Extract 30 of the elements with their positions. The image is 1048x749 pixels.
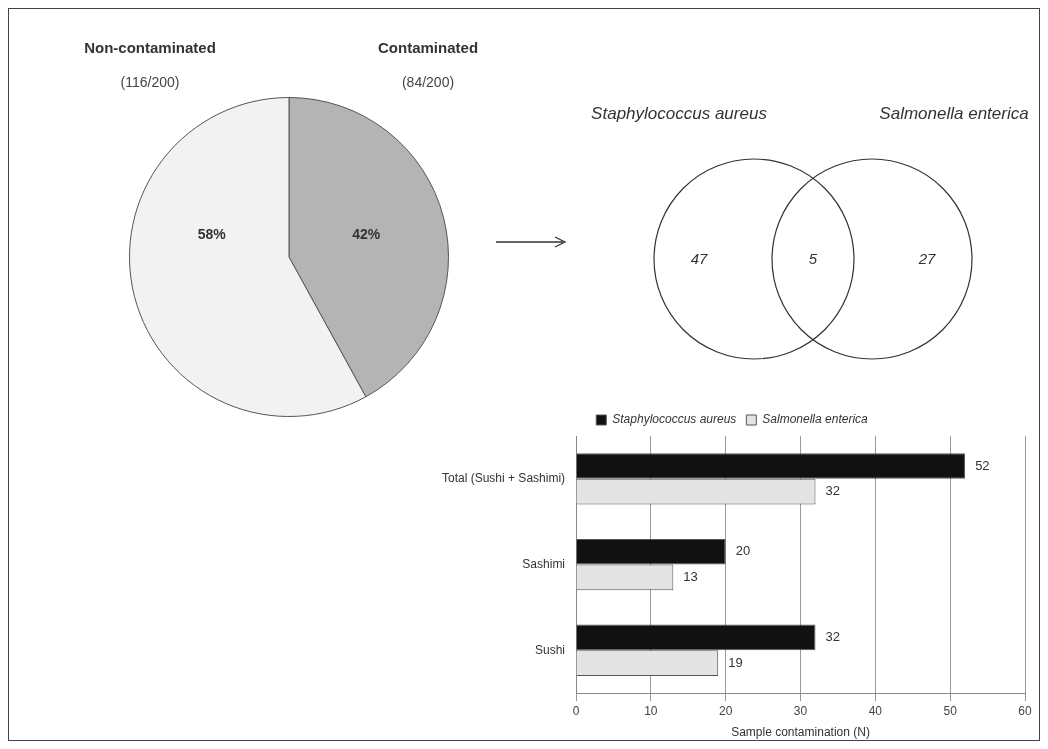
data-label: 32 xyxy=(825,483,840,499)
y-tick-label: Total (Sushi + Sashimi) xyxy=(442,471,566,486)
x-axis-title: Sample contamination (N) xyxy=(731,725,870,740)
data-label: 27 xyxy=(917,250,936,267)
y-tick-label: Sashimi xyxy=(522,556,566,571)
data-label: 47 xyxy=(690,250,708,267)
x-tick-label: 20 xyxy=(719,703,733,718)
data-label: 5 xyxy=(808,250,818,267)
category-label: Staphylococcus aureus xyxy=(591,104,768,123)
data-label: 20 xyxy=(735,543,751,559)
data-label: 19 xyxy=(728,654,743,670)
x-tick-label: 0 xyxy=(572,703,580,718)
data-label: 13 xyxy=(683,569,698,585)
x-tick-label: 50 xyxy=(943,703,958,718)
slice-label: Non-contaminated xyxy=(84,39,216,57)
y-tick-label: Sushi xyxy=(535,642,566,657)
slice-label: Contaminated xyxy=(378,39,479,57)
data-label: 32 xyxy=(825,629,840,645)
data-label: 58% xyxy=(197,225,227,242)
x-tick-label: 60 xyxy=(1018,703,1032,718)
text: (116/200) xyxy=(120,73,180,90)
legend-label: Staphylococcus aureus xyxy=(612,412,737,427)
data-label: 52 xyxy=(975,457,990,473)
text: (84/200) xyxy=(401,73,455,90)
x-tick-label: 10 xyxy=(644,703,658,718)
legend-label: Salmonella enterica xyxy=(762,412,869,427)
category-label: Salmonella enterica xyxy=(879,104,1029,123)
x-tick-label: 40 xyxy=(868,703,883,718)
data-label: 42% xyxy=(352,225,381,242)
x-tick-label: 30 xyxy=(793,703,808,718)
